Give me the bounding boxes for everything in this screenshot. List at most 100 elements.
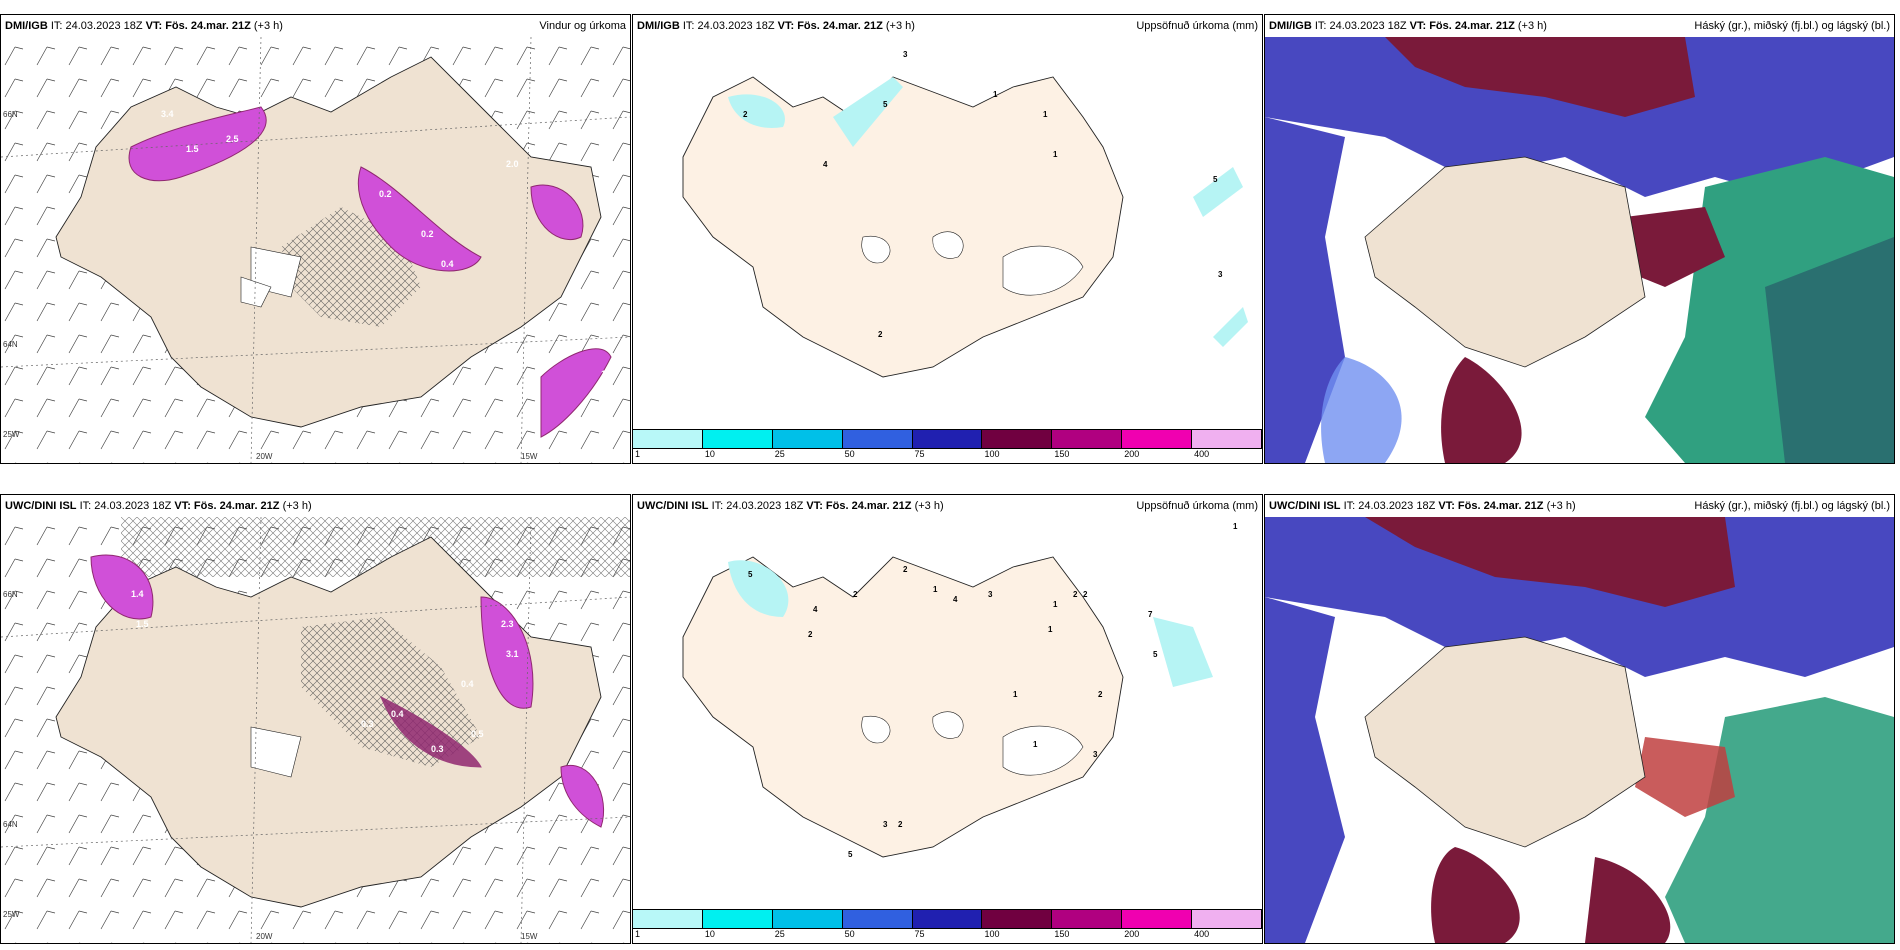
precip-value: 5 (848, 850, 853, 859)
wind-value: 3.4 (161, 109, 174, 119)
colorbar-label: 150 (1054, 929, 1070, 939)
precip-value: 3 (1218, 270, 1223, 279)
precip-value: 4 (953, 595, 958, 604)
wind-value: 0.4 (461, 679, 474, 689)
precip-value: 5 (748, 570, 753, 579)
colorbar-segment (702, 910, 773, 928)
lon-label-20w: 20W (256, 932, 273, 941)
precip-value: 3 (988, 590, 993, 599)
colorbar-label: 200 (1124, 449, 1140, 459)
wind-value: 1.5 (186, 144, 199, 154)
precip-value: 1 (993, 90, 998, 99)
colorbar-segment (702, 430, 773, 448)
model-label: UWC/DINI ISL (637, 500, 709, 512)
colorbar-label: 400 (1194, 449, 1210, 459)
init-time: IT: 24.03.2023 18Z (1314, 20, 1407, 32)
precip-value: 1 (1053, 150, 1058, 159)
map-wind: 20W 15W 66N 64N 25W 2.3 3.1 0.4 0.3 1.4 … (1, 517, 630, 943)
colorbar-segment (912, 430, 983, 448)
colorbar-segment (842, 910, 913, 928)
precip-value: 5 (883, 100, 888, 109)
wind-value: 2.5 (226, 134, 239, 144)
wind-value: 0.4 (441, 259, 454, 269)
panel-title: Uppsöfnuð úrkoma (mm) (1136, 20, 1258, 32)
valid-time: VT: Fös. 24.mar. 21Z (806, 500, 912, 512)
colorbar-segment (633, 430, 703, 448)
colorbar-label: 100 (984, 449, 1000, 459)
map-precip: 5 4 2 2 2 1 4 3 1 2 2 7 5 1 1 1 2 3 3 2 (633, 517, 1262, 909)
wind-value: 0.5 (471, 729, 484, 739)
precip-value: 2 (1098, 690, 1103, 699)
colorbar-segment (1122, 910, 1193, 928)
colorbar-label: 200 (1124, 929, 1140, 939)
panel-title: Vindur og úrkoma (539, 20, 626, 32)
panel-dmi-cloud: DMI/IGB IT: 24.03.2023 18Z VT: Fös. 24.m… (1264, 14, 1895, 464)
colorbar-label: 100 (984, 929, 1000, 939)
colorbar-label: 1 (635, 929, 641, 939)
lat-label-64n: 64N (3, 340, 18, 349)
panel-uwc-cloud: UWC/DINI ISL IT: 24.03.2023 18Z VT: Fös.… (1264, 494, 1895, 944)
lat-label-64n: 64N (3, 820, 18, 829)
lead-time: (+3 h) (282, 500, 312, 512)
colorbar-label: 150 (1054, 449, 1070, 459)
precip-colorbar: 1 10 25 50 75 100 150 200 400 (633, 909, 1262, 943)
lon-label-15w: 15W (521, 932, 538, 941)
model-label: DMI/IGB (637, 20, 680, 32)
colorbar-label: 50 (844, 929, 855, 939)
init-time: IT: 24.03.2023 18Z (1343, 500, 1436, 512)
precip-value: 1 (1053, 600, 1058, 609)
precip-value: 5 (1213, 175, 1218, 184)
valid-time: VT: Fös. 24.mar. 21Z (145, 20, 251, 32)
precip-value: 4 (823, 160, 828, 169)
iceland-land (55, 536, 602, 908)
precip-value: 2 (903, 565, 908, 574)
precip-value: 3 (883, 820, 888, 829)
colorbar-segment (982, 910, 1053, 928)
colorbar-label: 50 (844, 449, 855, 459)
precip-colorbar: 1 10 25 50 75 100 150 200 400 (633, 429, 1262, 463)
precip-value: 2 (743, 110, 748, 119)
wind-value: 2.0 (506, 159, 519, 169)
iceland-land (682, 76, 1124, 378)
colorbar-label: 10 (704, 449, 715, 459)
panel-title: Uppsöfnuð úrkoma (mm) (1136, 500, 1258, 512)
colorbar-label: 1 (635, 449, 641, 459)
wind-value: 2.3 (501, 619, 514, 629)
lead-time: (+3 h) (253, 20, 283, 32)
model-label: DMI/IGB (1269, 20, 1312, 32)
lon-label-25w: 25W (3, 910, 20, 919)
colorbar-label: 25 (774, 449, 785, 459)
panel-header: UWC/DINI ISL IT: 24.03.2023 18Z VT: Fös.… (1, 495, 630, 517)
colorbar-label: 75 (914, 449, 925, 459)
precip-value: 1 (1033, 740, 1038, 749)
model-label: UWC/DINI ISL (5, 500, 77, 512)
precip-value: 2 (1083, 590, 1088, 599)
colorbar-segment (1192, 910, 1262, 928)
panel-header: UWC/DINI ISL IT: 24.03.2023 18Z VT: Fös.… (633, 495, 1262, 517)
panel-header: UWC/DINI ISL IT: 24.03.2023 18Z VT: Fös.… (1265, 495, 1894, 517)
panel-uwc-precip: UWC/DINI ISL IT: 24.03.2023 18Z VT: Fös.… (632, 494, 1263, 944)
panel-header: DMI/IGB IT: 24.03.2023 18Z VT: Fös. 24.m… (1, 15, 630, 37)
wind-value: 3.2 (271, 59, 284, 69)
wind-value: 0.3 (361, 719, 374, 729)
init-time: IT: 24.03.2023 18Z (50, 20, 143, 32)
valid-time: VT: Fös. 24.mar. 21Z (1438, 500, 1544, 512)
panel-header: DMI/IGB IT: 24.03.2023 18Z VT: Fös. 24.m… (1265, 15, 1894, 37)
colorbar-segment (1122, 430, 1193, 448)
colorbar-label: 400 (1194, 929, 1210, 939)
wind-value: 0.2 (379, 189, 392, 199)
precip-value: 2 (898, 820, 903, 829)
model-label: DMI/IGB (5, 20, 48, 32)
precip-value: 2 (878, 330, 883, 339)
precip-value: 1 (933, 585, 938, 594)
colorbar-segment (912, 910, 983, 928)
wind-value: 1.2 (601, 369, 614, 379)
map-precip: 3 5 2 4 1 1 1 5 3 2 (633, 37, 1262, 429)
cloud-map-svg (1265, 517, 1894, 943)
map-wind: 20W 15W 66N 64N 25W 3.2 3.4 2.5 1.5 0.2 … (1, 37, 630, 463)
precip-value: 1 (1048, 625, 1053, 634)
lat-label-66n: 66N (3, 590, 18, 599)
init-time: IT: 24.03.2023 18Z (79, 500, 172, 512)
precip-value: 1 (1043, 110, 1048, 119)
colorbar-segment (772, 910, 843, 928)
